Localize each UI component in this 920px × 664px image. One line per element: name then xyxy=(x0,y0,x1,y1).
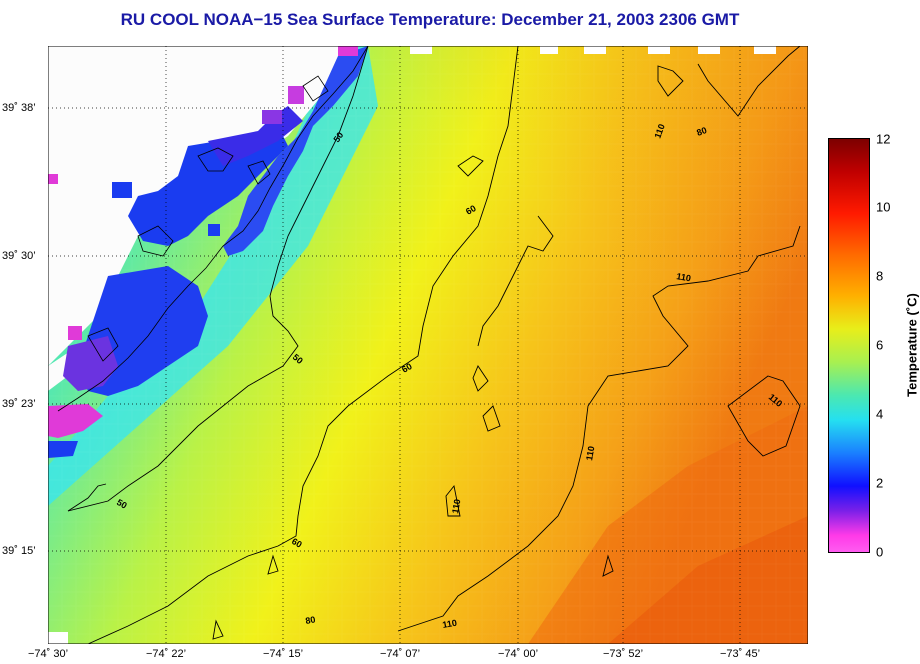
map-title: RU COOL NOAA−15 Sea Surface Temperature:… xyxy=(120,10,740,29)
colorbar-tick: 6 xyxy=(876,337,884,353)
colorbar-tick: 12 xyxy=(876,131,891,147)
colorbar-tick: 10 xyxy=(876,199,891,215)
contour-label: 110 xyxy=(652,123,666,140)
longitude-label: −74˚ 07’ xyxy=(379,648,421,660)
latitude-label: 39˚ 30’ xyxy=(2,250,36,262)
isotherm-contours xyxy=(67,46,801,644)
contour-label: 80 xyxy=(305,614,317,626)
contour-label: 60 xyxy=(464,203,478,217)
colorbar-tick: 2 xyxy=(876,475,884,491)
contour-labels: 50 60 110 80 110 50 60 110 110 50 110 60… xyxy=(115,123,784,630)
coastline xyxy=(57,46,369,412)
longitude-label: −73˚ 45’ xyxy=(719,648,761,660)
longitude-label: −73˚ 52’ xyxy=(602,648,644,660)
longitude-label: −74˚ 00’ xyxy=(497,648,539,660)
contour-label: 110 xyxy=(450,498,462,514)
colorbar-tick: 0 xyxy=(876,544,884,560)
contour-label: 50 xyxy=(291,352,305,366)
contour-label: 110 xyxy=(584,445,596,461)
contour-label: 60 xyxy=(400,361,414,375)
colorbar-tick: 4 xyxy=(876,406,884,422)
graticule xyxy=(48,46,808,644)
contour-label: 50 xyxy=(331,130,345,144)
latitude-label: 39˚ 15’ xyxy=(2,545,36,557)
contour-label: 80 xyxy=(695,125,708,138)
latitude-label: 39˚ 23’ xyxy=(2,398,36,410)
longitude-label: −74˚ 22’ xyxy=(145,648,187,660)
sst-map: 50 60 110 80 110 50 60 110 110 50 110 60… xyxy=(48,46,808,644)
longitude-label: −74˚ 30’ xyxy=(27,648,69,660)
coastal-pixels xyxy=(48,46,368,458)
colorbar-tick: 8 xyxy=(876,268,884,284)
colorbar-title: Temperature (˚C) xyxy=(904,293,920,397)
contour-label: 110 xyxy=(442,618,458,630)
contour-label: 110 xyxy=(676,271,692,283)
temperature-colorbar xyxy=(828,138,870,553)
contour-label: 50 xyxy=(115,497,129,511)
longitude-label: −74˚ 15’ xyxy=(262,648,304,660)
no-data-pixels xyxy=(48,46,776,644)
latitude-label: 39˚ 38’ xyxy=(2,102,36,114)
contour-label: 60 xyxy=(290,536,304,550)
